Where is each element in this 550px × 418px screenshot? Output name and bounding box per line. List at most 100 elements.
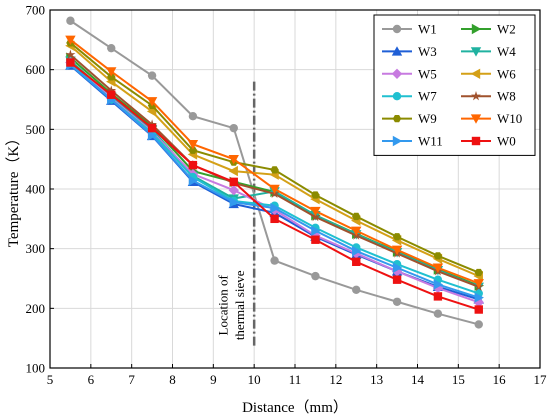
data-point-w10	[65, 35, 76, 46]
legend-label-w7: W7	[418, 89, 437, 104]
data-point-w8	[65, 49, 76, 59]
data-point-w1	[392, 297, 402, 306]
legend-marker-w1	[392, 24, 402, 34]
y-tick-label: 200	[26, 301, 46, 316]
y-tick-label: 300	[26, 241, 46, 256]
axes	[49, 9, 541, 369]
legend-label-w9: W9	[418, 111, 437, 126]
y-axis-title: Temperature（K）	[5, 131, 22, 247]
tick-labels: 5 6 7 8 9 10 11 12 13 14 15 16 17 100 200 300 400 500 600 7…	[26, 3, 548, 388]
data-point-w10	[269, 184, 280, 195]
data-point-w10	[351, 226, 362, 236]
legend-marker-w4	[470, 47, 482, 57]
data-point-w1	[229, 123, 238, 133]
data-point-w11	[474, 292, 484, 303]
legend-label-w6: W6	[497, 66, 516, 81]
data-point-w8	[310, 211, 321, 222]
data-point-w0	[392, 275, 402, 284]
series-w0	[66, 58, 483, 314]
data-point-w11	[270, 202, 280, 214]
legend-label-w10: W10	[497, 111, 522, 126]
legend-label-w8: W8	[497, 89, 516, 104]
data-point-w10	[391, 245, 403, 256]
legend-marker-w7	[392, 92, 402, 101]
data-point-w1	[433, 309, 443, 318]
data-point-w1	[270, 256, 279, 265]
x-tick-label: 9	[210, 372, 217, 387]
x-tick-label: 15	[452, 372, 465, 387]
y-tick-label: 600	[26, 62, 46, 77]
data-point-w0	[311, 235, 320, 244]
x-tick-label: 14	[411, 372, 425, 387]
series-w1	[66, 16, 483, 329]
data-point-w1	[474, 320, 483, 329]
data-point-w1	[188, 112, 198, 121]
x-tick-label: 10	[248, 372, 261, 387]
legend-box	[373, 14, 536, 156]
legend-label-w5: W5	[418, 66, 437, 81]
x-tick-label: 17	[534, 372, 548, 387]
x-tick-label: 13	[370, 372, 383, 387]
data-point-w0	[147, 123, 157, 133]
x-tick-label: 6	[88, 372, 95, 387]
legend-label-w2: W2	[497, 22, 516, 37]
data-point-w11	[147, 130, 158, 141]
data-point-w11	[392, 262, 403, 273]
x-tick-label: 7	[128, 372, 135, 387]
data-point-w9	[392, 233, 402, 241]
legend-marker-w8	[471, 91, 481, 101]
data-point-w9	[352, 212, 361, 221]
data-point-w0	[433, 292, 443, 301]
data-point-w10	[106, 67, 117, 77]
data-point-w1	[311, 271, 320, 281]
data-point-w1	[66, 16, 75, 25]
series-w11	[66, 59, 484, 303]
data-point-w0	[474, 305, 483, 314]
annotation-thermal-sieve: thermal sieve	[232, 270, 247, 340]
y-tick-label: 400	[26, 182, 46, 197]
data-point-w1	[147, 71, 157, 80]
legend-marker-w5	[391, 68, 403, 79]
legend-marker-w10	[470, 114, 482, 124]
data-point-w8	[106, 85, 117, 95]
legend: W1 W2 W3 W4 W5 W6 W7 W8 W9 W10 W11 W0	[373, 14, 536, 156]
legend-label-w1: W1	[418, 22, 437, 37]
legend-marker-w9	[392, 114, 402, 123]
data-point-w10	[473, 279, 484, 289]
data-point-w1	[107, 43, 116, 53]
legend-label-w3: W3	[418, 44, 437, 59]
x-tick-label: 11	[289, 372, 302, 387]
legend-marker-w6	[470, 68, 481, 79]
series-group	[65, 16, 484, 329]
data-point-w0	[270, 214, 279, 224]
data-point-w0	[188, 160, 198, 170]
x-tick-label: 16	[493, 372, 507, 387]
data-point-w0	[229, 177, 238, 187]
data-point-w9	[107, 73, 116, 81]
series-w10	[65, 35, 484, 289]
data-point-w9	[474, 268, 483, 277]
annotation-location-of: Location of	[216, 275, 231, 336]
legend-marker-w3	[391, 46, 403, 56]
data-point-w11	[229, 196, 239, 208]
data-point-w11	[433, 279, 444, 290]
data-point-w9	[311, 191, 320, 199]
data-point-w0	[352, 257, 361, 266]
data-point-w0	[66, 58, 75, 67]
x-tick-label: 8	[169, 372, 176, 387]
legend-marker-w11	[392, 135, 403, 147]
x-tick-label: 12	[329, 372, 342, 387]
legend-marker-w2	[471, 23, 482, 35]
legend-label-w4: W4	[497, 44, 516, 59]
data-point-w9	[188, 146, 198, 154]
data-point-w11	[188, 175, 199, 186]
data-point-w0	[107, 90, 116, 99]
data-point-w10	[432, 263, 444, 273]
y-tick-label: 500	[26, 122, 46, 137]
x-axis-title: Distance（mm）	[242, 399, 348, 416]
x-tick-label: 5	[47, 372, 54, 387]
legend-label-w11: W11	[418, 134, 443, 149]
legend-marker-w0	[471, 136, 481, 146]
data-point-w11	[352, 245, 362, 257]
